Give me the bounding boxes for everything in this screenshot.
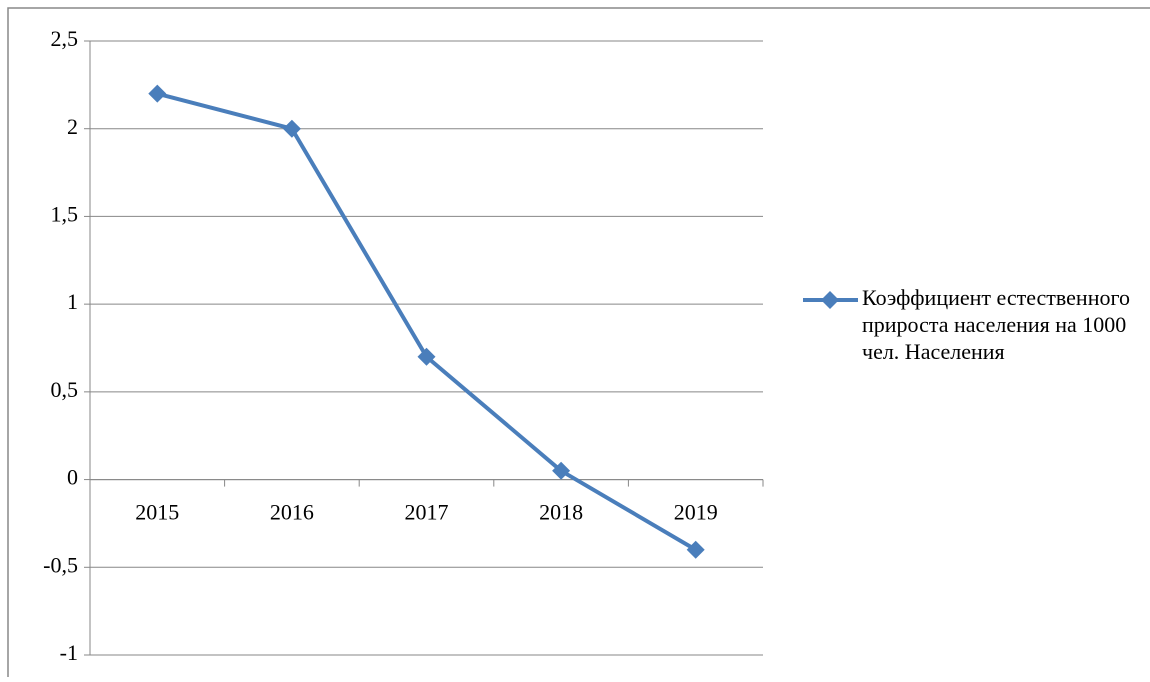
y-tick-label: 0 [67,465,78,490]
y-tick-label: 2 [67,114,78,139]
point-marker [148,84,167,103]
x-tick-label: 2019 [674,500,718,525]
chart-frame [7,7,1150,682]
y-tick-label: 1 [67,289,78,314]
point-marker [282,119,301,138]
x-tick-label: 2015 [135,500,179,525]
y-tick-label: -0,5 [43,552,78,577]
point-marker [417,347,436,366]
legend-marker [821,291,839,309]
series-line [156,91,697,552]
y-tick-label: 1,5 [51,201,79,226]
point-marker [686,540,705,559]
y-tick-label: 0,5 [51,377,79,402]
y-tick-label: -1 [60,640,78,665]
y-tick-label: 2,5 [51,26,79,51]
x-tick-label: 2018 [539,500,583,525]
legend-label: Коэффициент естественного прироста насел… [862,285,1130,364]
x-tick-label: 2016 [270,500,314,525]
x-tick-label: 2017 [405,500,449,525]
point-marker [552,461,571,480]
